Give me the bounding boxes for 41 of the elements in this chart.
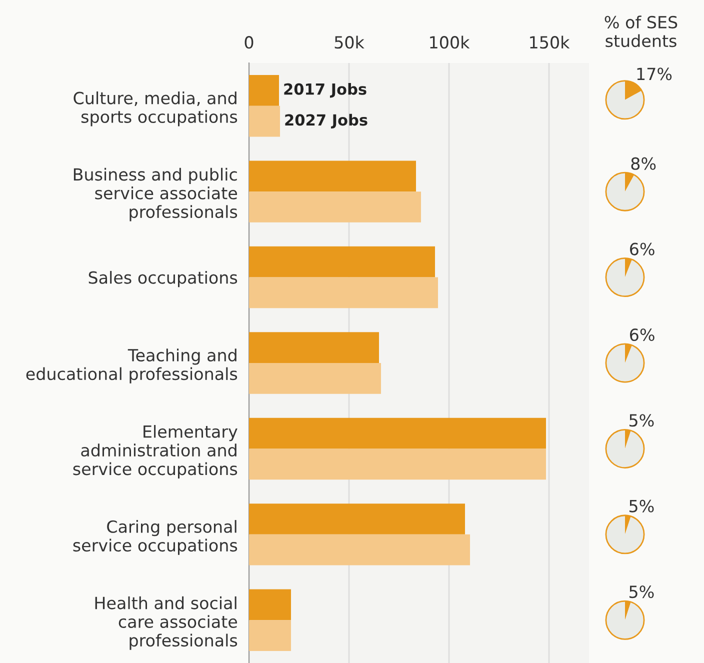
- series-label: 2027 Jobs: [285, 114, 368, 129]
- data-label: 5%: [630, 500, 654, 512]
- bar: [249, 418, 546, 449]
- pie-slice: [605, 258, 645, 298]
- x-tick-label: 150k: [530, 36, 570, 49]
- y-tick-label: Sales occupations: [88, 270, 238, 288]
- pie-slice: [605, 428, 645, 468]
- bar: [249, 448, 546, 480]
- x-tick-label: 50k: [334, 36, 364, 49]
- bar: [249, 106, 280, 137]
- data-label: 8%: [631, 157, 656, 170]
- pie-slice: [605, 172, 645, 212]
- pie-slice: [605, 600, 645, 640]
- y-tick-label: Health and social care associate professionals: [95, 596, 238, 650]
- bar: [249, 534, 470, 566]
- bar: [249, 277, 438, 308]
- chart-title: % of SES students: [604, 16, 678, 48]
- y-tick-label: Caring personal service occupations: [73, 520, 238, 555]
- x-tick-label: 0: [244, 36, 254, 49]
- bar: [249, 504, 465, 534]
- y-tick-label: Culture, media, and sports occupations: [74, 91, 238, 126]
- y-tick-label: Teaching and educational professionals: [26, 348, 238, 384]
- bar: [249, 160, 416, 192]
- y-tick-label: Business and public service associate professionals: [74, 168, 238, 222]
- bar: [249, 620, 291, 651]
- bar: [249, 363, 381, 394]
- data-label: 17%: [637, 68, 672, 80]
- series-label: 2017 Jobs: [284, 83, 366, 98]
- bar: [249, 246, 435, 278]
- pie-slice: [605, 514, 645, 554]
- bar: [249, 75, 279, 106]
- data-label: 6%: [630, 328, 654, 342]
- bar: [249, 332, 379, 363]
- pie-slice: [605, 343, 645, 383]
- data-label: 5%: [630, 414, 654, 427]
- x-tick-label: 100k: [430, 36, 470, 49]
- bar: [249, 589, 291, 620]
- bar: [249, 192, 421, 222]
- data-label: 5%: [630, 585, 654, 598]
- y-tick-label: Elementary administration and service occupations: [73, 424, 238, 478]
- data-label: 6%: [630, 242, 654, 256]
